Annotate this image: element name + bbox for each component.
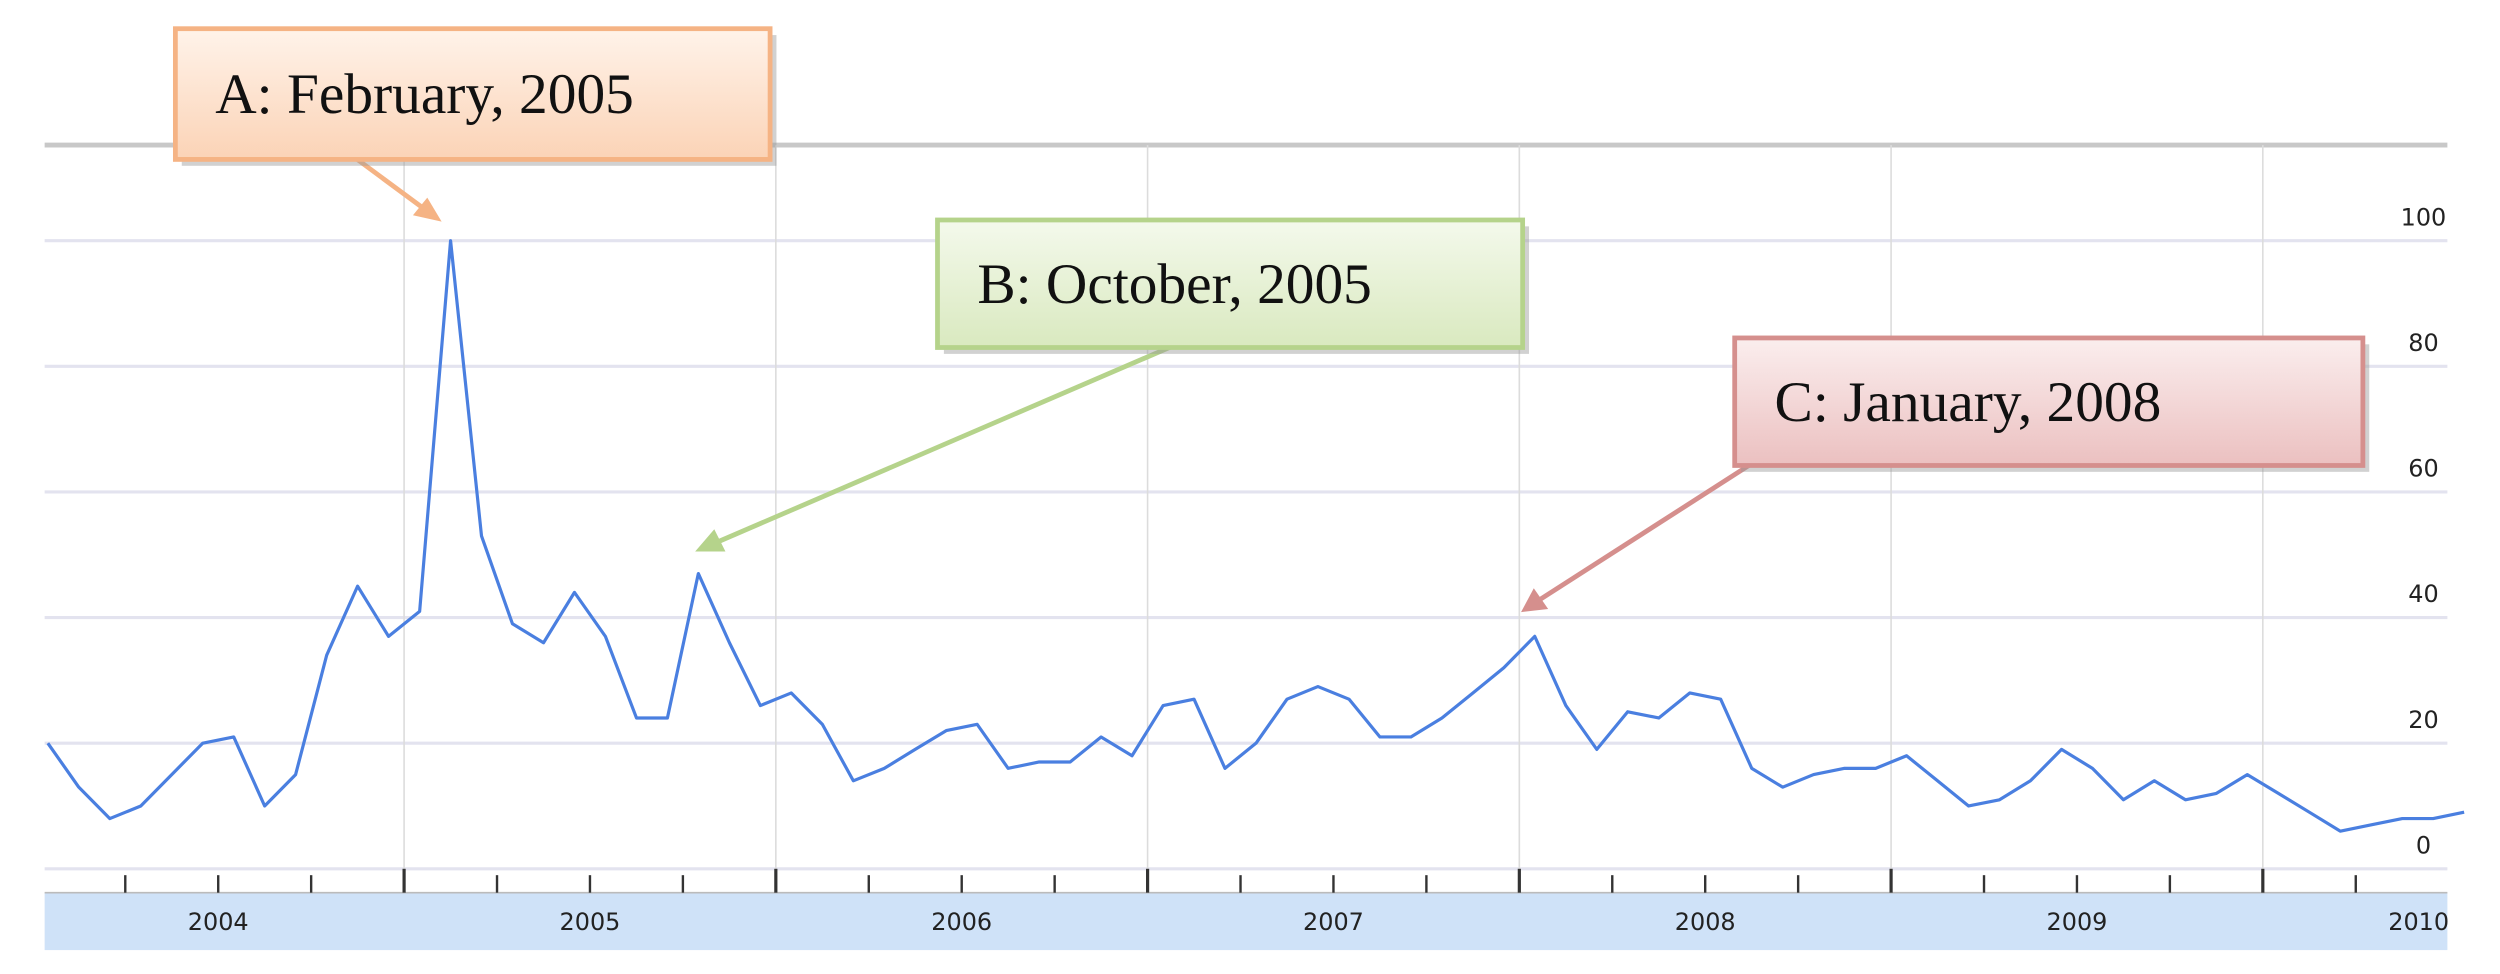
y-tick-label: 80 [2408, 329, 2438, 357]
annotation-arrowhead [412, 197, 442, 222]
x-tick-label: 2005 [560, 908, 621, 936]
annotation-box [1732, 335, 2366, 468]
plot [46, 239, 2465, 833]
y-tick-label: 20 [2408, 706, 2438, 734]
x-tick-label: 2007 [1303, 908, 1364, 936]
y-tick-label: 100 [2401, 203, 2447, 231]
x-tick-label: 2008 [1675, 908, 1736, 936]
x-axis-band [44, 892, 2448, 951]
x-tick-label: 2004 [188, 908, 249, 936]
annotation-arrowhead [695, 529, 726, 552]
annotation-text: A: February, 2005 [215, 63, 634, 126]
x-tick-label: 2010 [2388, 908, 2449, 936]
annotation-arrow [349, 152, 426, 211]
annotation-box [172, 26, 773, 162]
annotations: A: February, 2005 B: October, 2005 C: Janu… [172, 26, 2370, 613]
y-tick-label: 60 [2408, 455, 2438, 483]
annotation-arrowhead [1521, 588, 1549, 613]
x-tick-label: 2009 [2047, 908, 2108, 936]
annotation-arrow [1538, 460, 1756, 602]
annotation-text: B: October, 2005 [977, 253, 1372, 316]
y-tick-label: 40 [2408, 580, 2438, 608]
x-tick-label: 2006 [931, 908, 992, 936]
annotation-box [935, 217, 1526, 350]
annotation-arrow [716, 337, 1189, 545]
annotation-text: C: January, 2008 [1775, 371, 2162, 434]
y-tick-label: 0 [2416, 831, 2431, 859]
data-line [46, 239, 2465, 833]
